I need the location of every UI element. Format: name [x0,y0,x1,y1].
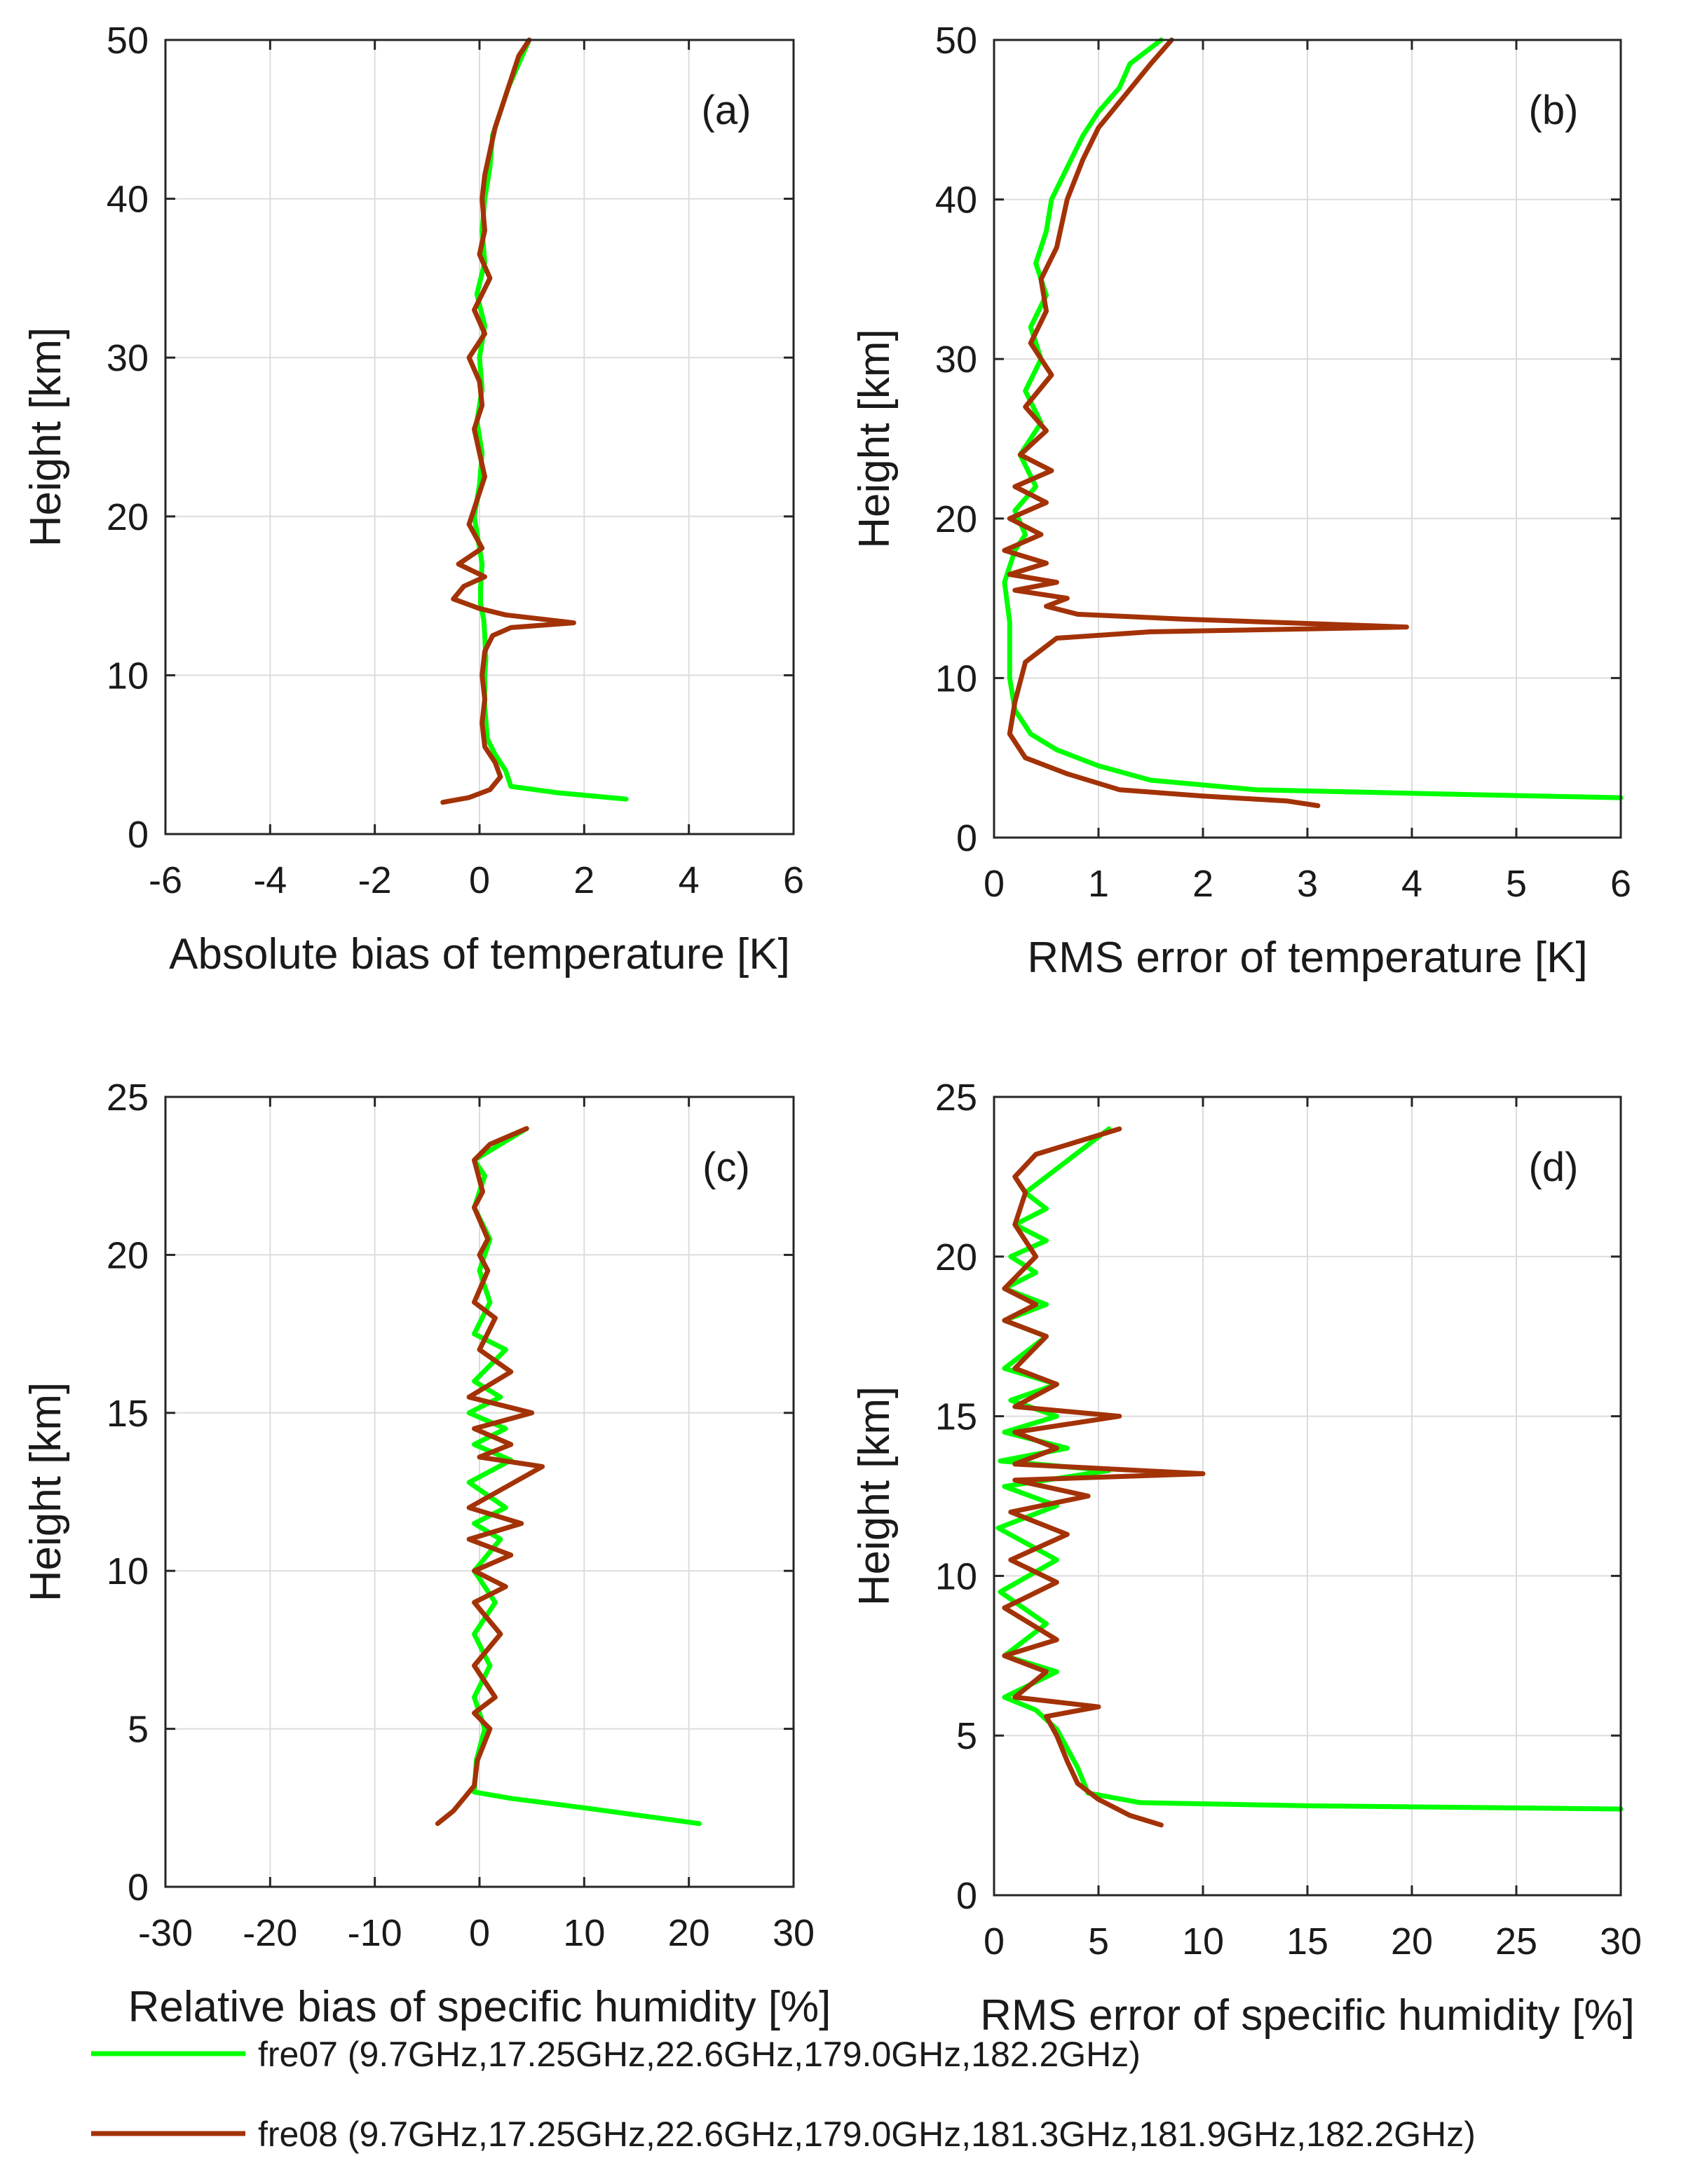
x-tick-label: 0 [984,1920,1005,1963]
legend-label-fre08: fre08 (9.7GHz,17.25GHz,22.6GHz,179.0GHz,… [258,2115,1476,2154]
y-tick-label: 20 [107,496,149,538]
y-tick-label: 50 [935,20,977,62]
x-tick-label: 25 [1495,1920,1537,1963]
series-fre08-line [1002,37,1409,808]
series-fre08-line [435,1126,545,1827]
series-fre07-line [995,1126,1624,1812]
grid-b [994,40,1621,838]
y-tick-label: 0 [956,817,977,859]
x-axis-label: RMS error of specific humidity [%] [980,1991,1635,2040]
x-tick-label: -30 [138,1912,193,1954]
x-tick-label: 0 [984,863,1005,905]
y-tick-label: 0 [128,1866,149,1909]
panel-c: -30 -20 -10 0 10 20 30 0 5 10 15 20 25 Relative bias … [22,1077,831,2031]
x-tick-label: 1 [1088,863,1109,905]
panel-label-b: (b) [1529,88,1579,133]
x-tick-label: 4 [679,859,700,901]
y-tick-label: 10 [107,1550,149,1592]
y-tick-label: 40 [107,179,149,221]
x-tick-label: 0 [469,859,490,901]
x-tick-label: 10 [1182,1920,1224,1963]
x-tick-label: 6 [783,859,804,901]
y-axis-label: Height [km] [22,1382,70,1602]
y-tick-label: 25 [107,1077,149,1119]
x-tick-label: 3 [1297,863,1318,905]
y-tick-label: 50 [107,20,149,62]
x-tick-label: 4 [1401,863,1422,905]
y-tick-label: 10 [107,655,149,697]
grid-a [165,40,794,834]
y-axis-label: Height [km] [850,1386,899,1606]
x-tick-label: 15 [1286,1920,1328,1963]
x-tick-label: 2 [1192,863,1213,905]
x-tick-label: 20 [668,1912,710,1954]
y-tick-label: 15 [107,1393,149,1435]
series-fre07-line [472,37,629,802]
x-tick-label: 30 [773,1912,815,1954]
y-tick-label: 40 [935,179,977,221]
legend: fre07 (9.7GHz,17.25GHz,22.6GHz,179.0GHz,… [91,2035,1476,2154]
series-fre07-line [1002,37,1624,800]
legend-label-fre07: fre07 (9.7GHz,17.25GHz,22.6GHz,179.0GHz,… [258,2035,1141,2074]
y-tick-label: 5 [128,1709,149,1751]
panel-label-c: (c) [702,1145,750,1190]
series-fre08-line [440,37,576,805]
panel-label-a: (a) [702,88,752,133]
y-tick-label: 0 [128,814,149,856]
y-tick-label: 10 [935,1555,977,1597]
panel-b: 0 1 2 3 4 5 6 0 10 20 30 40 50 RMS error of temperatu… [850,20,1631,982]
y-tick-label: 15 [935,1396,977,1438]
panel-d: 0 5 10 15 20 25 30 0 5 10 15 20 25 RMS error of speci… [850,1077,1642,2040]
y-tick-label: 20 [935,498,977,540]
y-tick-label: 20 [935,1236,977,1278]
series-fre08-line [1002,1126,1206,1828]
x-tick-label: -4 [253,859,287,901]
y-tick-label: 10 [935,657,977,699]
x-tick-label: 6 [1610,863,1631,905]
y-tick-label: 30 [107,337,149,379]
x-tick-label: 0 [469,1912,490,1954]
x-axis-label: RMS error of temperature [K] [1027,934,1587,982]
x-tick-label: 5 [1506,863,1527,905]
y-tick-label: 5 [956,1715,977,1757]
x-axis-label: Absolute bias of temperature [K] [169,930,790,978]
y-axis-label: Height [km] [22,327,70,547]
x-tick-label: 20 [1391,1920,1433,1963]
y-tick-label: 0 [956,1875,977,1917]
y-axis-label: Height [km] [850,329,899,549]
x-tick-label: 30 [1600,1920,1642,1963]
panel-a: -6 -4 -2 0 2 4 6 0 10 20 30 40 50 Absolute bias of te… [22,20,804,978]
x-tick-label: 10 [563,1912,605,1954]
x-tick-label: 2 [573,859,594,901]
x-tick-label: -10 [348,1912,402,1954]
x-axis-label: Relative bias of specific humidity [%] [128,1983,831,2031]
panel-label-d: (d) [1529,1145,1579,1190]
x-tick-label: -2 [358,859,392,901]
x-tick-label: 5 [1088,1920,1109,1963]
y-tick-label: 30 [935,339,977,381]
y-tick-label: 20 [107,1234,149,1276]
y-tick-label: 25 [935,1077,977,1119]
x-tick-label: -6 [149,859,182,901]
x-tick-label: -20 [243,1912,297,1954]
